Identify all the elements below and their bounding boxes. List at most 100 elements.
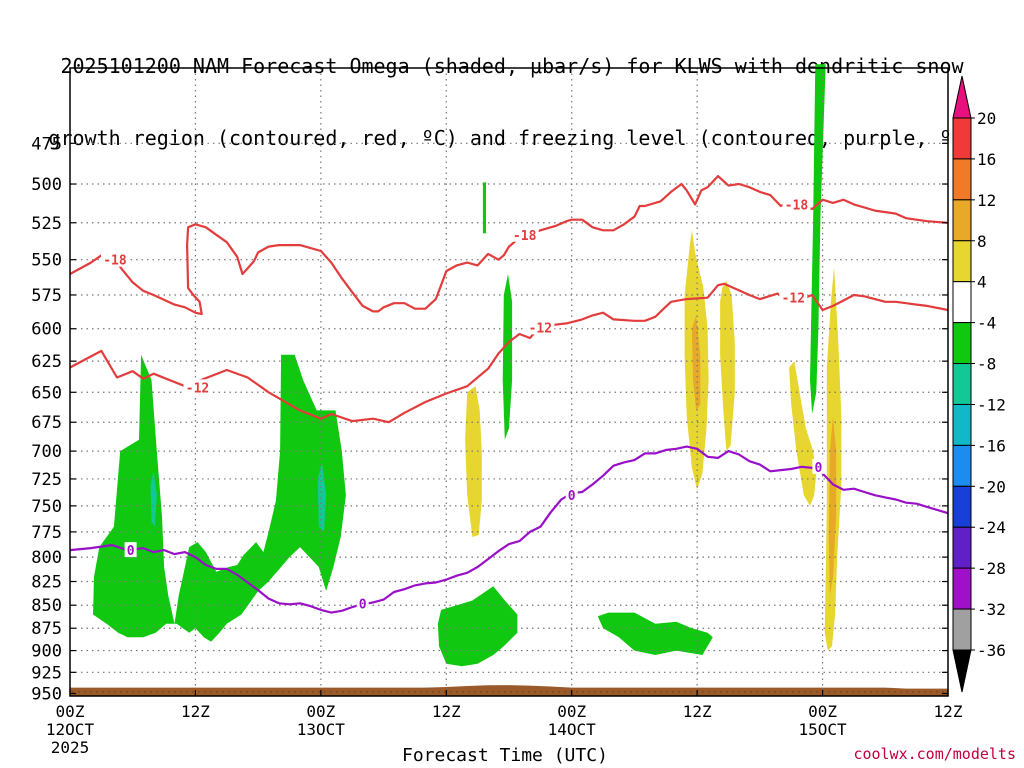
- omega-region-12: [789, 361, 817, 506]
- colorbar-bin-1: [952, 158, 972, 201]
- terrain-dot: [198, 691, 200, 693]
- terrain-dot: [876, 691, 878, 693]
- omega-region-1: [150, 471, 157, 527]
- y-tick-label-525: 525: [31, 214, 62, 234]
- y-tick-label-725: 725: [31, 470, 62, 490]
- terrain-dot: [102, 691, 104, 693]
- terrain-dot: [786, 691, 788, 693]
- terrain-dot: [894, 691, 896, 693]
- x-tick-label-12: 12Z: [181, 702, 210, 721]
- terrain-dot: [780, 691, 782, 693]
- colorbar-label-12: -32: [977, 600, 1006, 619]
- terrain-dot: [618, 691, 620, 693]
- colorbar: 20 16 12 8 4 -4 -8 -12 -16 -20 -24 -28 -32 -36: [952, 75, 1006, 693]
- omega-region-4: [502, 274, 513, 440]
- terrain-dot: [240, 691, 242, 693]
- y-tick-label-800: 800: [31, 548, 62, 568]
- contour-label-bg: [779, 289, 808, 305]
- x-tick-year-0: 2025: [51, 738, 90, 757]
- terrain-dot: [588, 691, 590, 693]
- contour-label-9: 0: [814, 461, 822, 476]
- colorbar-label-4: 4: [977, 273, 987, 292]
- terrain-dot: [84, 691, 86, 693]
- colorbar-bin-4: [952, 281, 972, 324]
- terrain-dot: [276, 691, 278, 693]
- dgz-minus18-line: [69, 175, 949, 316]
- terrain-dot: [558, 691, 560, 693]
- terrain-dot: [684, 691, 686, 693]
- terrain-dot: [168, 691, 170, 693]
- terrain-dot: [846, 691, 848, 693]
- y-tick-label-500: 500: [31, 175, 62, 195]
- terrain-dot: [330, 691, 332, 693]
- colorbar-label-7: -12: [977, 395, 1006, 414]
- terrain-dot: [96, 691, 98, 693]
- colorbar-bin-5: [952, 322, 972, 365]
- terrain-dot: [366, 691, 368, 693]
- colorbar-top-arrow: [952, 75, 972, 119]
- contour-label-bg: [526, 319, 555, 335]
- x-tick-date-72: 15OCT: [798, 720, 847, 739]
- terrain-dot: [210, 691, 212, 693]
- x-tick-label-48: 00Z: [557, 702, 586, 721]
- terrain-dot: [396, 691, 398, 693]
- terrain-dot: [792, 691, 794, 693]
- y-tick-label-850: 850: [31, 596, 62, 616]
- x-tick-date-24: 13OCT: [297, 720, 346, 739]
- contour-label-3: -12: [529, 321, 552, 336]
- terrain-dot: [138, 691, 140, 693]
- terrain-dot: [564, 691, 566, 693]
- terrain-dot: [228, 691, 230, 693]
- y-tick-label-775: 775: [31, 523, 62, 543]
- omega-region-11: [720, 281, 735, 452]
- terrain-dot: [498, 691, 500, 693]
- contour-lines: [69, 175, 949, 614]
- omega-shading: [93, 64, 842, 667]
- colorbar-bin-0: [952, 117, 972, 160]
- colorbar-label-9: -20: [977, 477, 1006, 496]
- terrain-dot: [636, 691, 638, 693]
- terrain-dot: [438, 691, 440, 693]
- omega-region-5: [437, 586, 518, 667]
- terrain-dot: [762, 691, 764, 693]
- colorbar-label-8: -16: [977, 436, 1006, 455]
- terrain-dot: [768, 691, 770, 693]
- terrain-dot: [312, 691, 314, 693]
- terrain-dot: [252, 691, 254, 693]
- terrain-dot: [450, 691, 452, 693]
- terrain-dot: [258, 691, 260, 693]
- contour-label-bg: [565, 487, 578, 503]
- contour-label-bg: [782, 196, 811, 212]
- terrain-dot: [264, 691, 266, 693]
- terrain-dot: [882, 691, 884, 693]
- terrain-dot: [180, 691, 182, 693]
- colorbar-bin-11: [952, 567, 972, 610]
- terrain-dot: [738, 691, 740, 693]
- terrain-dot: [132, 691, 134, 693]
- terrain-dot: [864, 691, 866, 693]
- y-tick-label-925: 925: [31, 663, 62, 683]
- colorbar-bin-12: [952, 608, 972, 651]
- x-tick-date-0: 12OCT: [46, 720, 95, 739]
- terrain-dot: [288, 691, 290, 693]
- terrain-dot: [750, 691, 752, 693]
- y-tick-label-550: 550: [31, 251, 62, 271]
- terrain-dot: [72, 691, 74, 693]
- terrain-dot: [930, 691, 932, 693]
- y-axis: 475 500 525 550 575 600 625 650 675 700 725 750 775 8…: [31, 134, 948, 704]
- terrain-dot: [456, 691, 458, 693]
- chart-title-line-1: 2025101200 NAM Forecast Omega (shaded, μ…: [60, 54, 964, 78]
- terrain-dot: [360, 691, 362, 693]
- credit-link[interactable]: coolwx.com/modelts: [853, 745, 1016, 763]
- contour-label-bg: [100, 251, 129, 267]
- terrain-dot: [462, 691, 464, 693]
- terrain-dot: [912, 691, 914, 693]
- terrain-dot: [390, 691, 392, 693]
- terrain-dot: [852, 691, 854, 693]
- terrain-dot: [186, 691, 188, 693]
- omega-region-8: [465, 386, 482, 537]
- y-tick-label-625: 625: [31, 352, 62, 372]
- terrain-dot: [402, 691, 404, 693]
- omega-region-6: [597, 612, 713, 655]
